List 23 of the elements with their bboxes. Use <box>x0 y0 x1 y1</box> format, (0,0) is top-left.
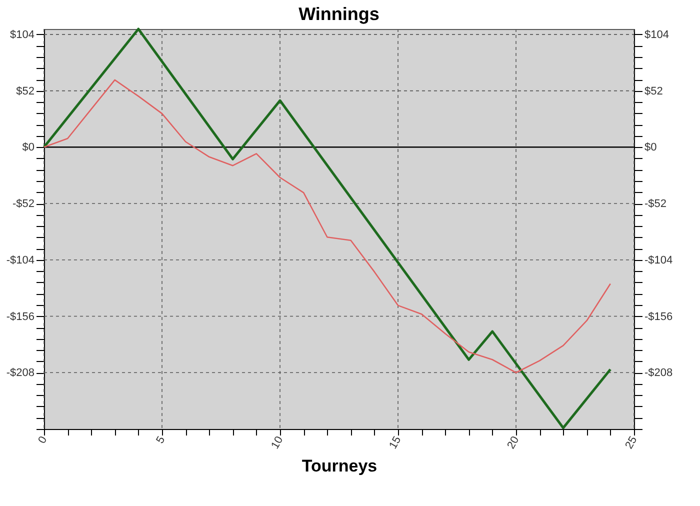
y-tick-label: $52 <box>16 85 34 98</box>
y2-tick-label: -$208 <box>644 367 673 380</box>
y2-tick-label: $0 <box>644 142 657 154</box>
y-tick-label: -$156 <box>6 310 34 323</box>
x-axis-title: Tourneys <box>302 456 378 476</box>
y-tick-label: -$208 <box>6 367 34 380</box>
y2-tick-label: -$104 <box>644 254 673 266</box>
y2-tick-label: $104 <box>644 28 669 41</box>
line-series <box>43 79 612 374</box>
chart-title: Winnings <box>298 4 380 24</box>
y2-tick-label: $52 <box>644 85 663 98</box>
x-tick-label: 25 <box>623 434 640 452</box>
y-tick-label: $0 <box>22 142 34 154</box>
y-tick-label: -$104 <box>6 254 34 266</box>
x-tick-label: 10 <box>269 434 286 452</box>
x-tick-label: 20 <box>505 434 522 452</box>
x-tick-label: 0 <box>36 434 50 446</box>
y2-tick-label: -$156 <box>644 310 673 323</box>
y-tick-label: $104 <box>10 28 34 41</box>
y2-tick-label: -$52 <box>644 198 667 210</box>
x-tick-label: 15 <box>387 434 404 452</box>
x-tick-label: 5 <box>154 434 168 446</box>
y-tick-label: -$52 <box>12 198 34 210</box>
